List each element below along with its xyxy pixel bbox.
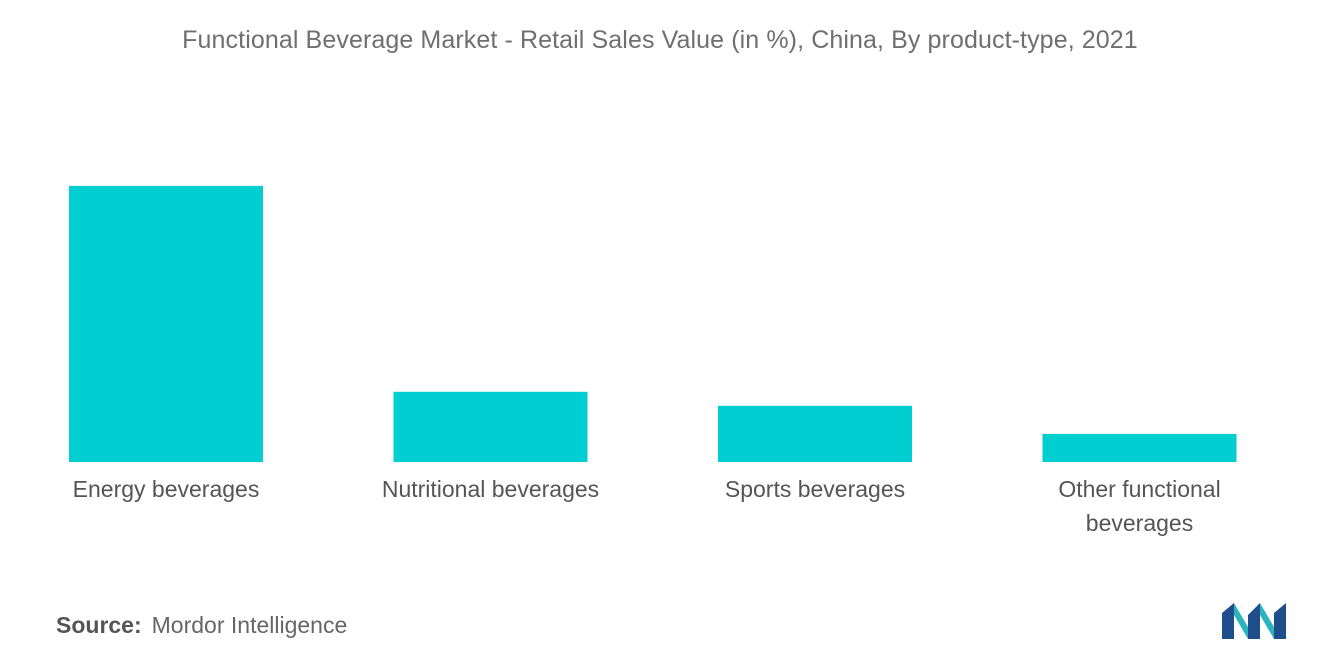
mordor-intelligence-logo-icon	[1222, 603, 1286, 639]
bar	[1042, 433, 1237, 462]
category-label: Other functional beverages	[1058, 476, 1220, 536]
chart-title: Functional Beverage Market - Retail Sale…	[182, 26, 1138, 54]
bar-group	[69, 185, 1237, 462]
bar	[393, 391, 588, 462]
bar	[69, 185, 263, 462]
category-label: Nutritional beverages	[382, 476, 599, 502]
bar	[718, 405, 912, 462]
category-label: Sports beverages	[725, 476, 905, 502]
source-value: Mordor Intelligence	[151, 612, 348, 638]
source-note: Source: Mordor Intelligence	[56, 612, 347, 639]
category-label-group: Energy beverages Nutritional beverages Spo…	[73, 476, 1221, 536]
category-label: Energy beverages	[73, 476, 260, 502]
source-label: Source:	[56, 612, 142, 638]
